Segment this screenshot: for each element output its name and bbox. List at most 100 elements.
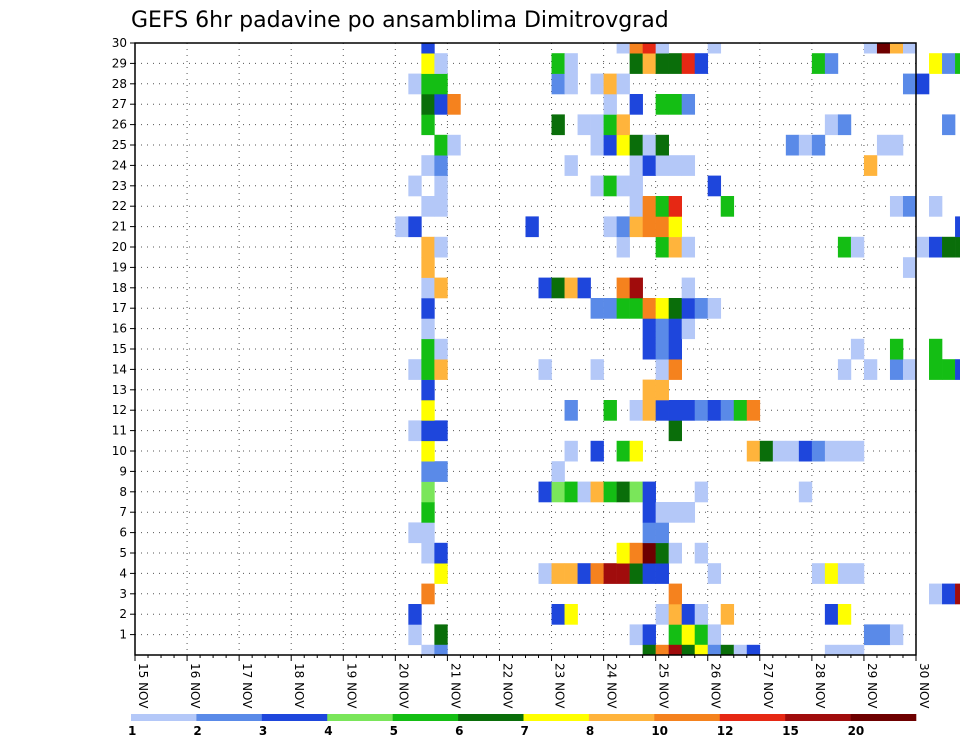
- heatmap-cell: [421, 114, 435, 136]
- heatmap-cell: [564, 277, 578, 299]
- heatmap-cell: [629, 155, 643, 176]
- heatmap-cell: [942, 359, 956, 380]
- heatmap-cell: [551, 53, 565, 74]
- heatmap-cell: [668, 298, 682, 319]
- y-tick-label: 24: [112, 158, 127, 172]
- heatmap-cell: [655, 318, 669, 340]
- heatmap-cell: [837, 604, 852, 625]
- heatmap-cell: [577, 277, 591, 299]
- heatmap-cell: [642, 400, 656, 421]
- heatmap-cell: [642, 644, 656, 656]
- heatmap-cell: [655, 155, 669, 176]
- heatmap-cell: [616, 542, 630, 564]
- heatmap-cell: [694, 400, 709, 421]
- heatmap-cell: [668, 94, 682, 115]
- legend-swatch: [654, 714, 721, 721]
- heatmap-cell: [616, 298, 630, 319]
- heatmap-cell: [694, 53, 709, 74]
- heatmap-cell: [655, 502, 669, 523]
- heatmap-cell: [447, 134, 461, 156]
- heatmap-cell: [655, 359, 669, 380]
- heatmap-cell: [720, 400, 735, 421]
- heatmap-cell: [551, 461, 565, 482]
- heatmap-cell: [681, 236, 696, 258]
- heatmap-cell: [590, 73, 604, 95]
- heatmap-cell: [655, 379, 669, 401]
- legend-label: 4: [324, 724, 332, 738]
- legend-label: 10: [651, 724, 668, 738]
- y-tick-label: 8: [119, 485, 127, 499]
- heatmap-cell: [850, 236, 865, 258]
- heatmap-cell: [668, 338, 682, 360]
- heatmap-cell: [642, 155, 656, 176]
- heatmap-cell: [408, 604, 422, 625]
- heatmap-cell: [616, 73, 630, 95]
- heatmap-cell: [889, 43, 904, 54]
- heatmap-cell: [668, 216, 682, 238]
- heatmap-cell: [889, 134, 904, 156]
- legend-swatch: [588, 714, 655, 721]
- heatmap-cell: [642, 502, 656, 523]
- heatmap-cell: [955, 583, 960, 605]
- heatmap-cell: [837, 359, 852, 380]
- heatmap-cell: [551, 277, 565, 299]
- heatmap-cell: [668, 155, 682, 176]
- legend-label: 8: [586, 724, 594, 738]
- heatmap-cell: [707, 298, 722, 319]
- heatmap-cell: [655, 298, 669, 319]
- x-tick-label: 20 NOV: [396, 663, 410, 709]
- x-tick-label: 27 NOV: [761, 663, 775, 709]
- heatmap-cell: [707, 43, 722, 54]
- heatmap-cell: [538, 277, 552, 299]
- heatmap-cell: [564, 604, 578, 625]
- heatmap-cell: [837, 563, 852, 584]
- legend-swatch: [523, 714, 590, 721]
- heatmap-cell: [421, 277, 435, 299]
- heatmap-cell: [655, 563, 669, 584]
- heatmap-cell: [668, 420, 682, 442]
- heatmap-cell: [603, 298, 617, 319]
- heatmap-cell: [421, 196, 435, 217]
- heatmap-cell: [629, 196, 643, 217]
- heatmap-cell: [642, 43, 656, 54]
- heatmap-cell: [642, 522, 656, 544]
- heatmap-cell: [772, 440, 787, 462]
- heatmap-cell: [616, 563, 630, 584]
- heatmap-cell: [421, 155, 435, 176]
- heatmap-cell: [929, 196, 943, 217]
- heatmap-cell: [863, 624, 878, 646]
- heatmap-cell: [434, 542, 448, 564]
- heatmap-cell: [655, 43, 669, 54]
- legend-label: 5: [390, 724, 398, 738]
- heatmap-cell: [681, 298, 696, 319]
- y-tick-label: 30: [112, 36, 127, 50]
- heatmap-cell: [746, 400, 761, 421]
- heatmap-cell: [434, 277, 448, 299]
- heatmap-cell: [902, 196, 917, 217]
- heatmap-cell: [655, 542, 669, 564]
- heatmap-cell: [955, 359, 960, 380]
- heatmap-cell: [759, 440, 774, 462]
- y-tick-label: 2: [119, 607, 127, 621]
- heatmap-cell: [681, 318, 696, 340]
- heatmap-cell: [694, 624, 709, 646]
- heatmap-cell: [655, 338, 669, 360]
- heatmap-cell: [850, 644, 865, 656]
- heatmap-cell: [798, 134, 813, 156]
- y-tick-label: 27: [112, 97, 127, 111]
- heatmap-cell: [408, 624, 422, 646]
- heatmap-cell: [434, 563, 448, 584]
- legend-label: 3: [259, 724, 267, 738]
- heatmap-cell: [577, 114, 591, 136]
- heatmap-cell: [889, 624, 904, 646]
- heatmap-cell: [590, 134, 604, 156]
- heatmap-cell: [876, 624, 891, 646]
- heatmap-cell: [603, 216, 617, 238]
- x-axis: 15 NOV 16 NOV 17 NOV 18 NOV 19 NOV 20 NOV 21 N…: [134, 655, 931, 709]
- heatmap-cell: [929, 53, 943, 74]
- heatmap-cell: [395, 216, 409, 238]
- heatmap-cell: [707, 644, 722, 656]
- y-tick-label: 23: [112, 179, 127, 193]
- heatmap-cell: [694, 604, 709, 625]
- heatmap-cell: [603, 94, 617, 115]
